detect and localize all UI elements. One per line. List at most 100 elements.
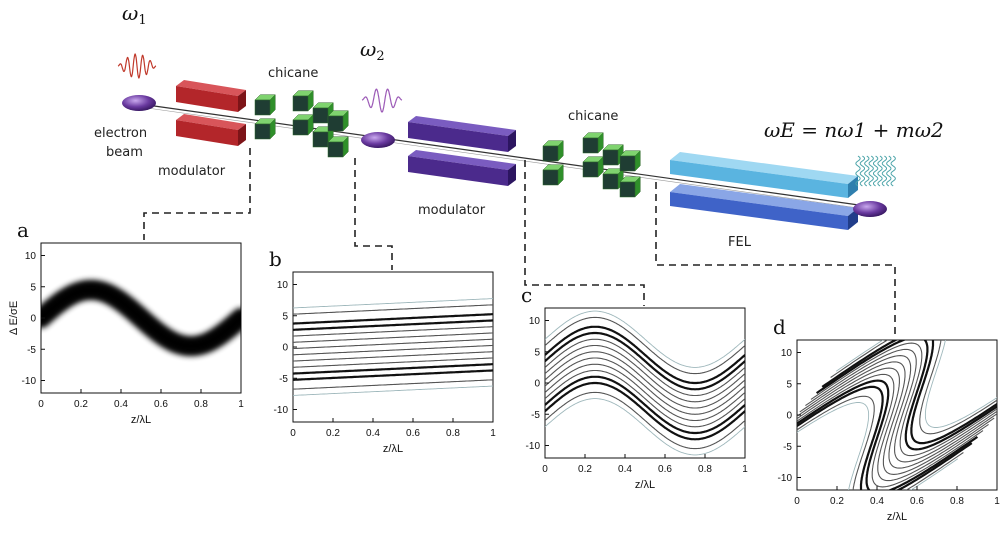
- laser-2-wave: [361, 88, 403, 113]
- panel-d-xtick-label: 0: [794, 496, 800, 507]
- electron-bunch-2: [361, 132, 395, 148]
- panel-a: 0 0.2 0.4 0.6 0.8 1 10 5 0 -5 -10 z/λL Δ E/σE a: [8, 218, 244, 426]
- panel-c-xlabel: z/λL: [635, 479, 655, 491]
- output-wave-6: [877, 155, 883, 187]
- panel-b-trajectory-4: [293, 363, 493, 375]
- chicane-1: [254, 90, 349, 158]
- panel-d-ytick-label: -10: [778, 473, 793, 484]
- modulator-2-label: modulator: [418, 203, 486, 218]
- output-wave-4: [868, 155, 874, 187]
- panel-b-ytick-label: 0: [282, 343, 288, 354]
- panel-c-letter: c: [521, 283, 532, 307]
- panel-b-trajectory-5: [293, 357, 493, 368]
- panel-b-plot: [293, 298, 493, 396]
- panel-b-xtick-label: 0.6: [406, 428, 420, 439]
- panel-a-ytick-label: -5: [27, 345, 36, 356]
- panel-d-ytick-label: 0: [786, 411, 792, 422]
- panel-c-trajectory-9: [545, 344, 745, 403]
- panel-d-trajectory-1: [797, 402, 959, 490]
- output-wave-8: [886, 155, 892, 187]
- panel-b-trajectory-8: [293, 338, 493, 350]
- panel-d-trajectory-12: [821, 340, 997, 445]
- output-radiation: [855, 155, 896, 187]
- panel-b-trajectory-10: [293, 326, 493, 337]
- panel-d-letter: d: [773, 315, 786, 339]
- panel-b-xtick-label: 0.2: [326, 428, 340, 439]
- fel-undulator: [670, 152, 858, 230]
- panel-b-xtick-label: 0: [290, 428, 296, 439]
- electron-bunch-1: [122, 95, 156, 111]
- fel-label: FEL: [728, 235, 752, 250]
- output-wave-7: [881, 155, 887, 187]
- omega-2-label: ω2: [360, 37, 385, 64]
- panel-a-xtick-label: 0: [38, 399, 44, 410]
- leader-b: [354, 158, 393, 270]
- panel-a-ytick-label: 10: [25, 251, 37, 262]
- beam-label: beam: [106, 145, 143, 160]
- panel-c-trajectory-4: [545, 375, 745, 435]
- panel-d-xtick-label: 0.4: [870, 496, 884, 507]
- laser-1-wave: [117, 53, 157, 79]
- panel-a-xtick-label: 0.2: [74, 399, 88, 410]
- chicane-1-magnet-8: [327, 136, 349, 158]
- panel-b-trajectory-12: [293, 313, 493, 325]
- leader-a: [143, 148, 251, 240]
- panel-a-plot: [41, 279, 241, 357]
- panel-b-trajectory-9: [293, 332, 493, 343]
- modulator-1-label: modulator: [158, 164, 226, 179]
- modulator-1: [176, 80, 246, 146]
- panel-c-ytick-label: 0: [534, 379, 540, 390]
- panel-d-xtick-label: 0.6: [910, 496, 924, 507]
- panel-c-xtick-label: 0: [542, 464, 548, 475]
- panel-d-trajectory-8: [799, 355, 997, 469]
- panel-c-trajectory-2: [545, 391, 745, 450]
- panel-b-xtick-label: 1: [490, 428, 496, 439]
- panel-d-trajectory-5: [797, 373, 984, 488]
- panel-c-ytick-label: -5: [531, 410, 540, 421]
- panel-a-xtick-label: 0.4: [114, 399, 128, 410]
- panel-d-trajectory-9: [805, 348, 997, 463]
- panel-c-trajectory-13: [545, 316, 745, 375]
- output-wave-9: [890, 155, 896, 187]
- chicane-2-magnet-8: [619, 176, 641, 198]
- panel-b-xtick-label: 0.4: [366, 428, 380, 439]
- output-wave-3: [864, 155, 870, 187]
- panel-b-ytick-label: 10: [277, 280, 289, 291]
- panel-d-xtick-label: 1: [994, 496, 1000, 507]
- leader-d: [655, 182, 896, 336]
- panel-c-xtick-label: 1: [742, 464, 748, 475]
- panel-b-trajectory-1: [293, 385, 493, 396]
- panel-b-ytick-label: 5: [282, 311, 288, 322]
- panel-b: 0 0.2 0.4 0.6 0.8 1 10 5 0 -5 -10 z/λL b: [269, 247, 496, 455]
- panel-a-ytick-label: 5: [30, 282, 36, 293]
- chicane-2-magnet-4: [582, 156, 604, 178]
- panel-a-xtick-label: 1: [238, 399, 244, 410]
- chicane-2-magnet-7: [619, 150, 641, 172]
- panel-c-trajectory-5: [545, 369, 745, 428]
- panel-b-trajectory-3: [293, 369, 493, 381]
- panel-c-xtick-label: 0.6: [658, 464, 672, 475]
- panel-c-trajectory-10: [545, 338, 745, 397]
- panel-d-frame: [796, 339, 998, 491]
- panel-c: 0 0.2 0.4 0.6 0.8 1 10 5 0 -5 -10 z/λL c: [521, 283, 748, 491]
- chicane-2: [542, 132, 641, 198]
- output-wave-1: [855, 155, 861, 187]
- panel-d-ytick-label: -5: [783, 442, 792, 453]
- panel-d-trajectory-11: [815, 340, 997, 451]
- panel-c-trajectory-3: [545, 381, 745, 441]
- omega-e-formula: ωE = nω1 + mω2: [764, 118, 944, 142]
- chicane-1-magnet-4: [292, 114, 314, 136]
- chicane-1-magnet-2: [254, 118, 276, 140]
- panel-c-trajectory-1: [545, 398, 745, 456]
- panel-a-xtick-label: 0.8: [194, 399, 208, 410]
- panel-a-ytick-label: 0: [30, 314, 36, 325]
- panel-d-ytick-label: 10: [781, 348, 793, 359]
- chicane-1-label: chicane: [268, 66, 318, 81]
- panel-a-ytick-label: -10: [22, 376, 37, 387]
- panel-d-trajectory-6: [797, 367, 989, 482]
- panel-c-trajectory-6: [545, 363, 745, 422]
- panel-d: 0 0.2 0.4 0.6 0.8 1 10 5 0 -5 -10 z/λL d: [773, 315, 1000, 523]
- panel-c-ytick-label: 10: [529, 316, 541, 327]
- panel-b-trajectory-6: [293, 351, 493, 362]
